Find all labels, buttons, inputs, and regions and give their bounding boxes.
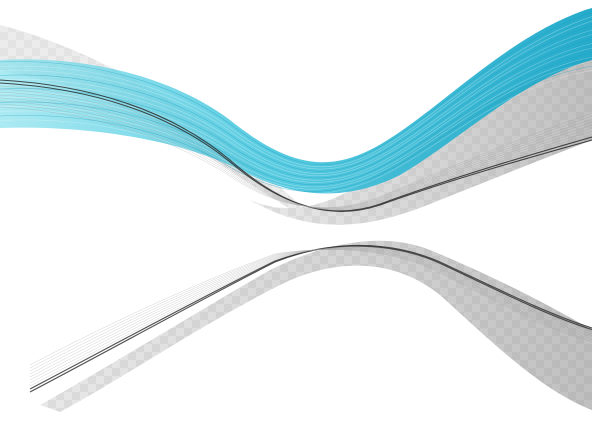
gray-strand [0, 97, 592, 209]
gray-strand [0, 94, 592, 210]
cyan-strand [0, 25, 592, 172]
gray-strand [29, 246, 592, 387]
cyan-strand [0, 20, 592, 170]
gray-strand [29, 247, 592, 381]
cyan-strand [0, 47, 592, 183]
gray-strand [0, 100, 592, 209]
cyan-strand [0, 56, 592, 188]
gray-strand [29, 245, 592, 390]
gray-strand [29, 249, 592, 369]
cyan-strand [0, 16, 592, 168]
cyan-strand [0, 38, 592, 179]
cyan-strand [0, 34, 592, 177]
lower-dark-strands [29, 244, 592, 393]
gray-strand [29, 248, 592, 375]
cyan-strand [0, 29, 592, 174]
gray-strand [0, 91, 592, 210]
upper-dark-strands [0, 79, 592, 212]
gray-strand [0, 88, 592, 211]
cyan-strand [0, 61, 592, 190]
gray-strand [0, 103, 592, 209]
cyan-strand [0, 65, 592, 192]
cyan-strand [0, 70, 592, 195]
cyan-strand [0, 11, 592, 165]
gray-strand [29, 246, 592, 384]
cyan-strand [0, 52, 592, 186]
gray-strand [29, 249, 592, 366]
lower-gray-ribbon [40, 240, 592, 412]
gray-strand [29, 247, 592, 378]
gray-strand [0, 82, 592, 212]
gray-strand [29, 248, 592, 372]
gray-strand [0, 106, 592, 208]
